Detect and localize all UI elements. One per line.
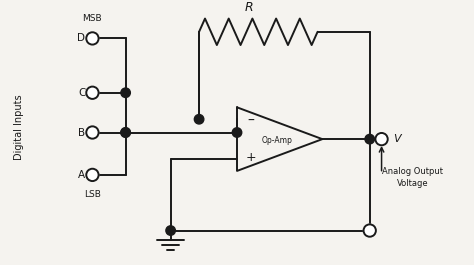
Ellipse shape xyxy=(364,224,376,237)
Ellipse shape xyxy=(121,128,130,137)
Text: V: V xyxy=(393,134,401,144)
Text: Digital Inputs: Digital Inputs xyxy=(14,94,24,160)
Text: MSB: MSB xyxy=(82,14,102,23)
Text: D: D xyxy=(77,33,85,43)
Ellipse shape xyxy=(121,88,130,98)
Text: A: A xyxy=(78,170,85,180)
Ellipse shape xyxy=(86,169,99,181)
Ellipse shape xyxy=(365,134,374,144)
Ellipse shape xyxy=(194,114,204,124)
Ellipse shape xyxy=(86,32,99,45)
Text: R: R xyxy=(245,1,253,15)
Text: B: B xyxy=(78,127,85,138)
Ellipse shape xyxy=(166,226,175,235)
Ellipse shape xyxy=(232,128,242,137)
Text: +: + xyxy=(246,151,256,164)
Text: Op-Amp: Op-Amp xyxy=(262,136,293,145)
Text: –: – xyxy=(248,114,255,127)
Ellipse shape xyxy=(375,133,388,145)
Ellipse shape xyxy=(121,128,130,137)
Text: LSB: LSB xyxy=(84,190,101,199)
Ellipse shape xyxy=(86,126,99,139)
Ellipse shape xyxy=(86,87,99,99)
Text: Analog Output
Voltage: Analog Output Voltage xyxy=(382,167,443,188)
Text: C: C xyxy=(78,88,85,98)
